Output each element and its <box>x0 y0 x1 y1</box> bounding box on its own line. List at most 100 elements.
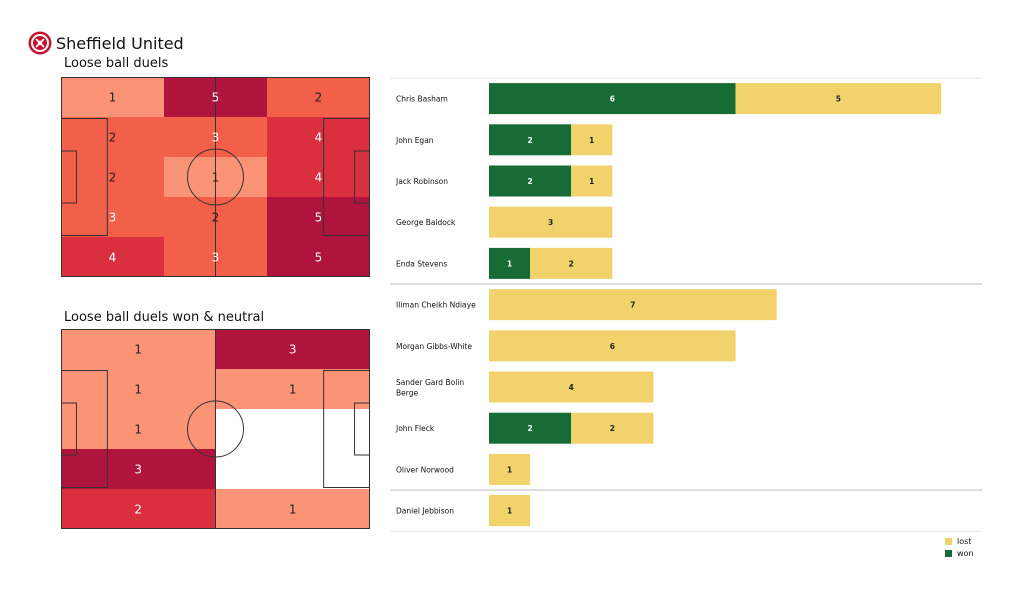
player-label: Chris Basham <box>396 95 448 104</box>
bar-won-label: 1 <box>507 259 512 268</box>
heatmap-cell <box>61 117 165 158</box>
player-label: Morgan Gibbs-White <box>396 342 472 351</box>
bar-won-label: 6 <box>610 95 615 104</box>
bar-lost-label: 1 <box>589 136 594 145</box>
heatmap-cell <box>267 237 370 277</box>
bar-won <box>489 124 572 156</box>
heatmap-cell <box>61 489 216 529</box>
heatmap-cell-label: 1 <box>134 383 142 397</box>
legend-swatch-lost <box>945 537 952 545</box>
player-label: George Baldock <box>396 218 456 227</box>
bar-won-label: 2 <box>527 424 532 433</box>
bar-lost-label: 3 <box>548 218 553 227</box>
pitch-lines <box>61 77 370 277</box>
heatmap-cell <box>215 409 370 450</box>
left-goal-box <box>61 150 77 204</box>
left-goal-box <box>61 402 77 456</box>
chart-legend: lost won <box>945 535 974 559</box>
bar-lost-label: 1 <box>507 465 512 474</box>
heatmap-cell <box>267 197 370 238</box>
player-label-line: Iliman Cheikh Ndiaye <box>396 301 476 310</box>
heatmap-cell <box>215 369 370 410</box>
heatmap-loose-ball-duels: 1 5 2 2 3 4 2 1 4 3 2 5 4 3 5 <box>61 77 370 277</box>
heatmap-cell-label: 3 <box>289 343 297 357</box>
bar-lost <box>489 495 531 527</box>
heatmap-cell-label: 5 <box>212 91 220 105</box>
heatmap-cell-label: 2 <box>109 171 117 185</box>
heatmap-cell <box>215 489 370 529</box>
bar-lost-label: 6 <box>610 342 615 351</box>
player-label-line: George Baldock <box>396 218 456 227</box>
player-label: Enda Stevens <box>396 259 447 268</box>
bar-lost <box>489 453 531 485</box>
heatmap-cell-label: 1 <box>134 423 142 437</box>
legend-item-won: won <box>945 547 974 559</box>
heatmap-cells <box>61 329 370 529</box>
heatmap-cells <box>61 77 370 277</box>
center-circle <box>187 400 244 458</box>
heatmap-cell <box>61 409 216 450</box>
center-circle <box>187 148 244 206</box>
bar-lost <box>489 206 613 238</box>
heatmap-cell-label: 3 <box>134 463 142 477</box>
heatmap-cell <box>215 329 370 370</box>
player-label: Jack Robinson <box>395 177 448 186</box>
bar-lost <box>735 83 942 115</box>
bar-lost-label: 7 <box>630 301 635 310</box>
header: Sheffield United <box>28 30 184 56</box>
player-label-line: Daniel Jebbison <box>396 507 454 516</box>
heatmap-cell <box>61 237 165 277</box>
player-label-line: John Fleck <box>395 424 435 433</box>
heatmap-loose-ball-duels-won-neutral: 1 3 1 1 1 3 2 1 <box>61 329 370 529</box>
player-label: Daniel Jebbison <box>396 507 454 516</box>
heatmap-cell <box>61 157 165 198</box>
legend-swatch-won <box>945 549 952 557</box>
heatmap-cell <box>267 117 370 158</box>
bar-lost-label: 4 <box>569 383 574 392</box>
bar-won <box>489 83 736 115</box>
heatmap-cell <box>61 369 216 410</box>
team-name: Sheffield United <box>56 33 184 53</box>
heatmap-cell <box>267 157 370 198</box>
legend-item-lost: lost <box>945 535 974 547</box>
heatmap-cell-label: 3 <box>212 131 220 145</box>
player-label-line: Sander Gard Bolin <box>396 378 464 387</box>
bar-won <box>489 412 572 444</box>
legend-label-won: won <box>957 548 974 558</box>
heatmap-cell-label: 5 <box>315 251 323 265</box>
bar-won <box>489 165 572 197</box>
player-label: Oliver Norwood <box>396 465 454 474</box>
bar-lost <box>571 124 613 156</box>
sheffield-united-crest-icon <box>28 31 52 55</box>
heatmap-cell-label: 1 <box>289 503 297 517</box>
heatmap-cell-label: 2 <box>109 131 117 145</box>
pitch-lines <box>61 329 370 529</box>
legend-label-lost: lost <box>957 536 972 546</box>
heatmap-cell <box>267 77 370 118</box>
heatmap-cell-label: 4 <box>109 251 117 265</box>
player-label-line: Oliver Norwood <box>396 465 454 474</box>
heatmap-cell-label: 1 <box>134 343 142 357</box>
bar-lost <box>489 289 777 321</box>
player-label-line: Jack Robinson <box>395 177 448 186</box>
player-label-line: John Egan <box>395 136 434 145</box>
heatmap-cell-label: 1 <box>212 171 220 185</box>
heatmap-cell <box>61 449 216 490</box>
bar-lost-label: 1 <box>507 507 512 516</box>
bar-lost-label: 2 <box>569 259 574 268</box>
player-label-line: Chris Basham <box>396 95 448 104</box>
bar-lost <box>571 412 654 444</box>
bar-won <box>489 247 531 279</box>
heatmap-cell-label: 2 <box>212 211 220 225</box>
heatmap-cell-label: 4 <box>315 171 323 185</box>
heatmap-cell-label: 4 <box>315 131 323 145</box>
player-label: Sander Gard Bolin Berge <box>396 378 464 398</box>
heatmap-cell-label: 3 <box>212 251 220 265</box>
heatmap-cell-label: 1 <box>109 91 117 105</box>
heatmap-cell-label: 2 <box>315 91 323 105</box>
player-duels-bar-chart: Chris Basham 6 5 John Egan 2 1 Jack Robinson 2 1… <box>390 77 982 532</box>
left-penalty-box <box>61 118 108 236</box>
heatmap-title-loose-ball-duels: Loose ball duels <box>64 56 169 71</box>
heatmap-labels: 1 3 1 1 1 3 2 1 <box>134 343 296 517</box>
bar-lost-label: 5 <box>836 95 841 104</box>
